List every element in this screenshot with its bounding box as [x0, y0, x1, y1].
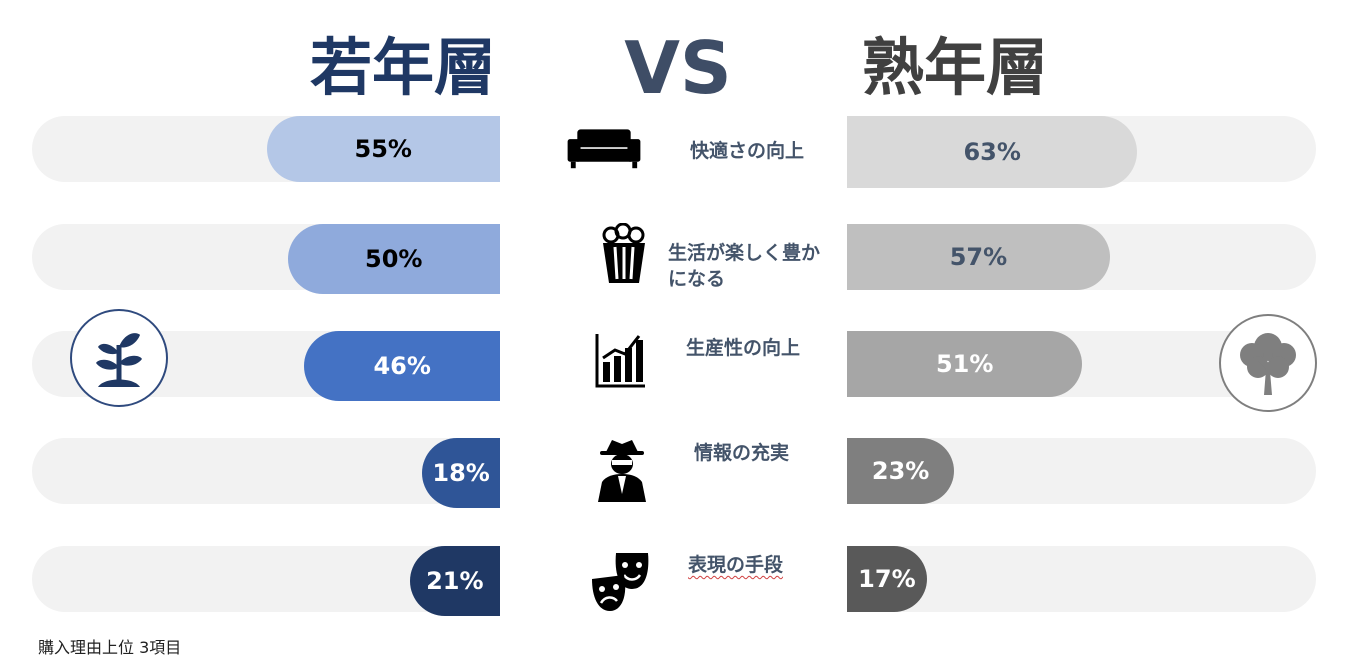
- category-label: 快適さの向上: [690, 140, 805, 162]
- category-label: 生活が楽しく豊か になる: [668, 242, 821, 290]
- bar-senior: 17%: [847, 546, 927, 612]
- category-label: 情報の充実: [694, 442, 790, 464]
- category-label: 表現の手段: [688, 554, 784, 576]
- bar-young: 18%: [422, 438, 500, 508]
- bar-young: 55%: [266, 116, 500, 182]
- center-column: [500, 100, 847, 630]
- footnote: 購入理由上位 3項目: [38, 638, 182, 657]
- tree-icon: [1219, 314, 1317, 412]
- senior-title: 熟年層: [862, 31, 1049, 104]
- theater-masks-icon: [584, 550, 660, 614]
- sofa-icon: [566, 116, 642, 180]
- bar-chart-icon: [582, 329, 658, 393]
- category-label: 生産性の向上: [686, 337, 801, 359]
- bar-senior: 23%: [847, 438, 955, 504]
- bar-senior: 57%: [847, 224, 1110, 290]
- bar-young: 46%: [304, 331, 500, 401]
- bar-young: 21%: [409, 546, 500, 616]
- sprout-icon: [70, 309, 168, 407]
- popcorn-icon: [586, 222, 662, 286]
- young-title: 若年層: [310, 31, 497, 104]
- bar-young: 50%: [287, 224, 500, 294]
- bar-senior: 63%: [847, 116, 1138, 188]
- spy-icon: [584, 438, 660, 502]
- bar-senior: 51%: [847, 331, 1083, 397]
- vs-title: VS: [624, 26, 732, 110]
